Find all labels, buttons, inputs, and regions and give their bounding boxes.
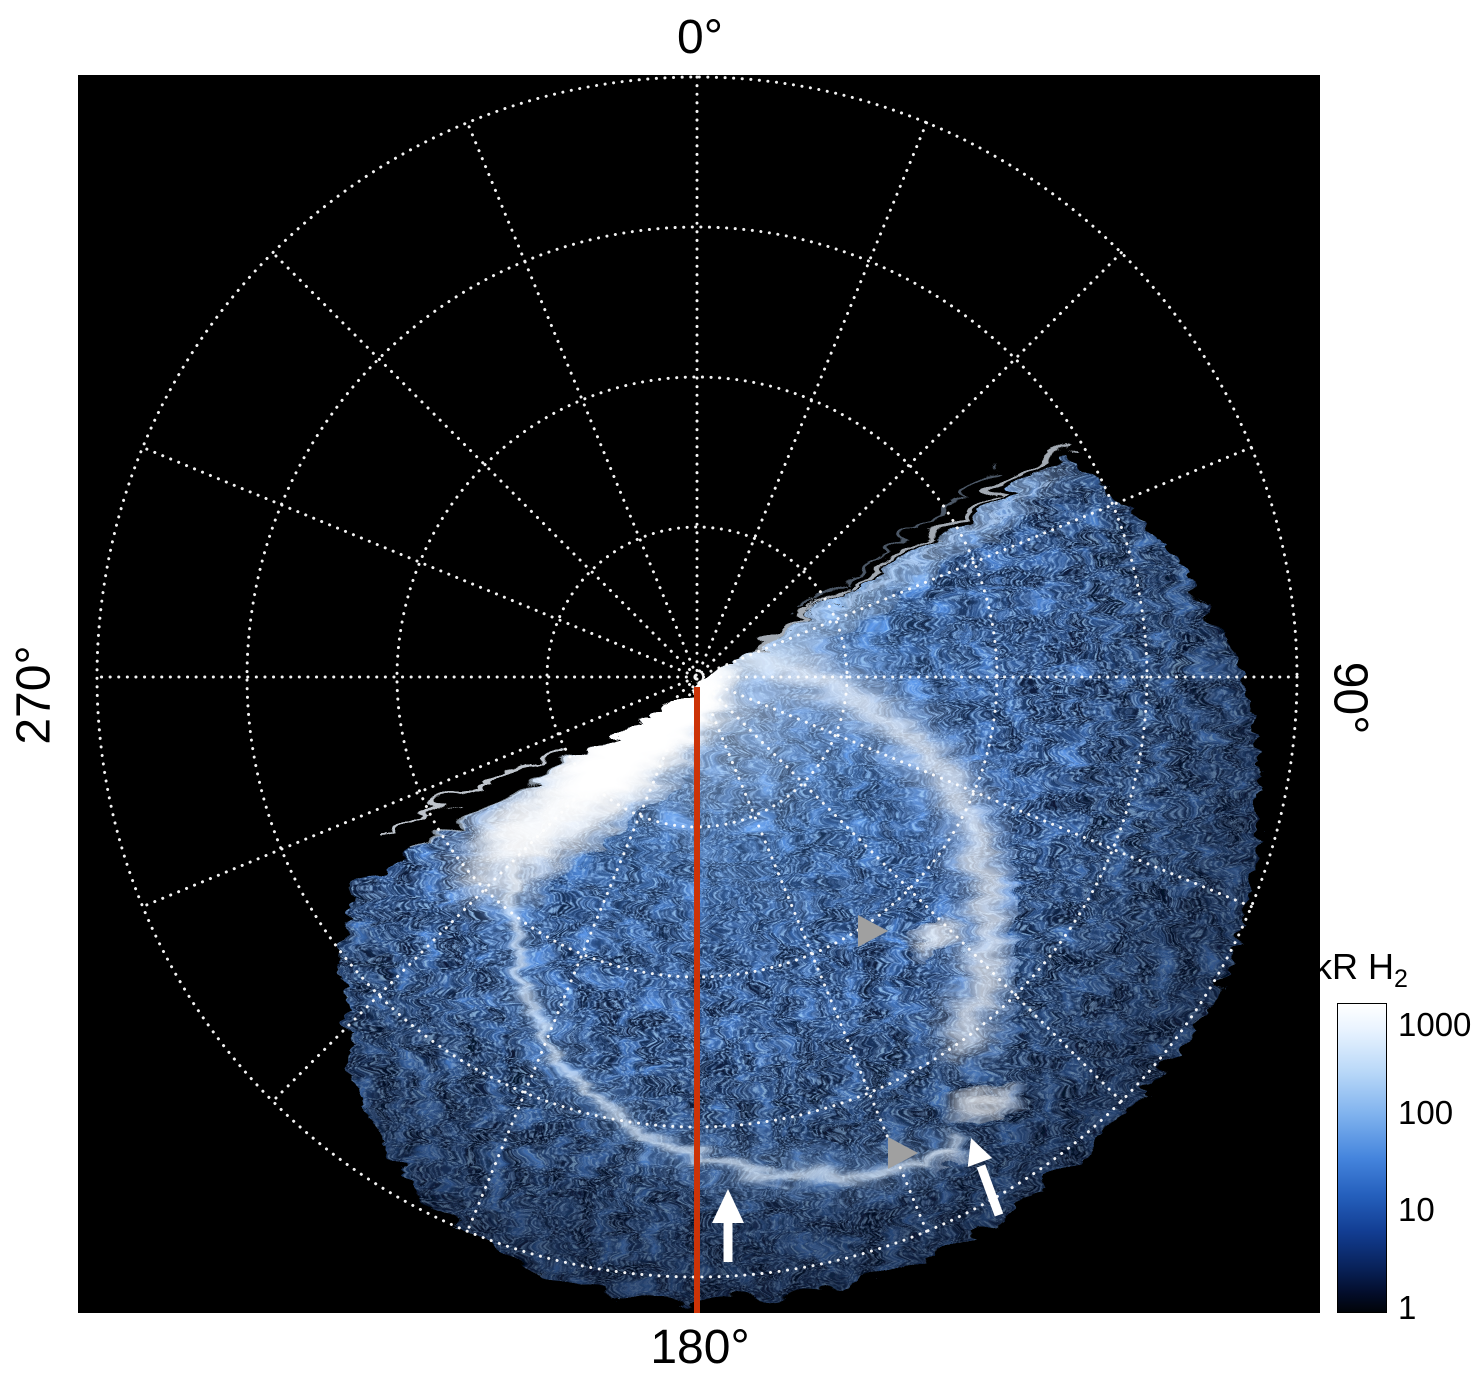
polar-image xyxy=(95,75,1299,1313)
bright-patch-1 xyxy=(903,916,953,946)
white-arrow-2 xyxy=(967,1138,1004,1217)
colorbar-tick-1000: 1000 xyxy=(1398,1006,1472,1043)
colorbar-title-sub: 2 xyxy=(1394,965,1408,994)
bright-band-core xyxy=(732,644,991,1046)
colorbar-tick-10: 10 xyxy=(1398,1191,1435,1228)
white-arrow-1 xyxy=(712,1189,744,1262)
inner-faint-arc xyxy=(635,773,804,908)
angle-label-90: 90° xyxy=(1323,661,1377,735)
colorbar xyxy=(1337,1003,1387,1313)
colorbar-title-main: kR H xyxy=(1314,946,1394,987)
edge-streaks xyxy=(369,435,1068,844)
angle-label-270: 270° xyxy=(7,645,61,745)
bright-patch-2 xyxy=(944,1079,1012,1111)
angle-label-0: 0° xyxy=(677,11,723,64)
polar-plot-area xyxy=(78,75,1320,1313)
gray-arrowhead-2 xyxy=(888,1137,918,1169)
angle-label-180: 180° xyxy=(650,1321,750,1374)
colorbar-tick-1: 1 xyxy=(1398,1289,1417,1326)
gray-arrowhead-1 xyxy=(858,915,888,947)
colorbar-tick-100: 100 xyxy=(1398,1094,1454,1131)
grid-ring-1 xyxy=(545,525,849,829)
colorbar-title: kR H2 xyxy=(1314,946,1408,994)
bright-patch-3 xyxy=(926,1144,966,1162)
main-oval-arc xyxy=(500,864,957,1174)
annotation-arrows xyxy=(712,915,1004,1262)
